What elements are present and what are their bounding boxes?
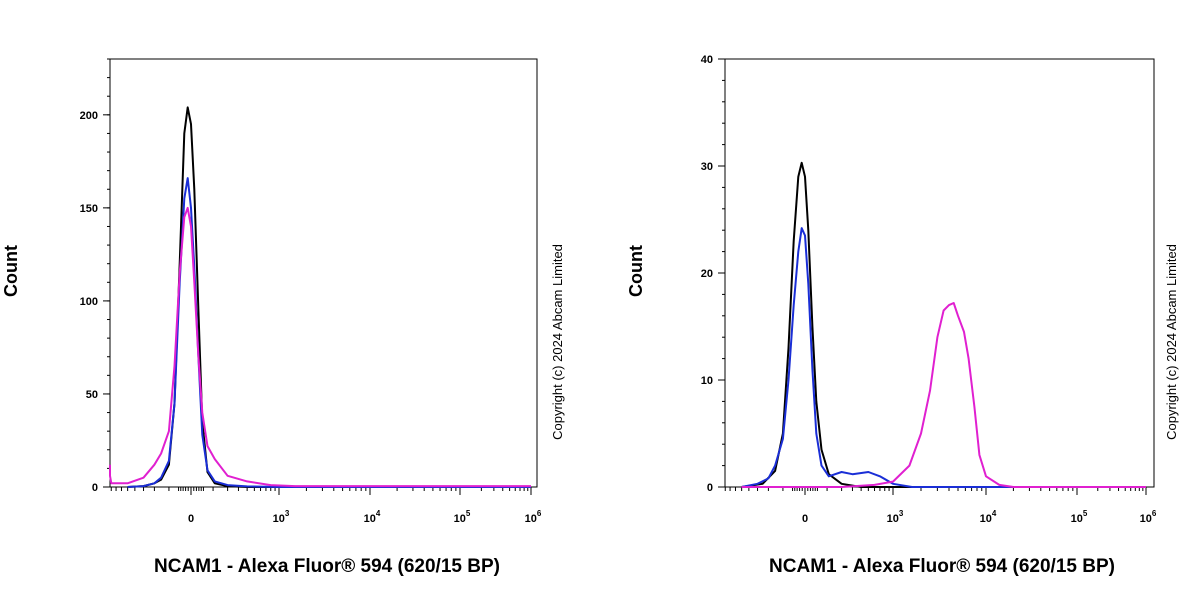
x-axis-label: NCAM1 - Alexa Fluor® 594 (620/15 BP) — [769, 556, 1115, 577]
y-axis-label: Count — [1, 245, 21, 297]
y-tick-label: 50 — [86, 389, 98, 401]
x-tick-label: 105 — [1071, 509, 1088, 525]
copyright-note: Copyright (c) 2024 Abcam Limited — [550, 244, 565, 440]
plot-frame — [109, 58, 538, 488]
y-tick-label: 20 — [701, 268, 713, 280]
histogram-curves — [741, 161, 1146, 488]
x-tick-label: 105 — [454, 509, 471, 525]
histogram-series-magenta — [741, 302, 1146, 488]
histogram-series-black — [741, 161, 1146, 488]
x-tick-label: 103 — [273, 509, 290, 525]
y-tick-label: 0 — [92, 482, 98, 494]
histogram-panel-left: 0 50 100 150 200 0 103 104 105 106 Count NCAM1 -… — [1, 58, 565, 577]
y-tick-label: 200 — [80, 110, 98, 122]
x-tick-label: 106 — [525, 509, 542, 525]
y-tick-label: 0 — [707, 482, 713, 494]
x-tick-label: 106 — [1140, 509, 1157, 525]
x-tick-label: 0 — [188, 513, 194, 525]
y-tick-label: 150 — [80, 203, 98, 215]
histogram-series-black — [127, 106, 531, 488]
y-tick-label: 40 — [701, 54, 713, 66]
histogram-series-blue — [741, 227, 1146, 488]
y-tick-label: 30 — [701, 161, 713, 173]
x-axis-label: NCAM1 - Alexa Fluor® 594 (620/15 BP) — [154, 556, 500, 577]
histogram-curves — [109, 106, 531, 488]
x-tick-label: 104 — [980, 509, 997, 525]
y-axis-ticks: 0 50 100 150 200 — [80, 58, 110, 494]
x-tick-label: 0 — [802, 513, 808, 525]
histogram-panel-right: 0 10 20 30 40 0 103 104 105 106 Count NCAM1 - Al… — [626, 54, 1179, 577]
y-axis-label: Count — [626, 245, 646, 297]
x-tick-label: 103 — [887, 509, 904, 525]
y-axis-ticks: 0 10 20 30 40 — [701, 54, 725, 494]
copyright-note: Copyright (c) 2024 Abcam Limited — [1164, 244, 1179, 440]
histogram-series-magenta — [109, 206, 531, 488]
x-axis-ticks: 0 103 104 105 106 — [724, 487, 1157, 525]
x-tick-label: 104 — [364, 509, 381, 525]
plot-frame — [724, 58, 1155, 488]
y-tick-label: 100 — [80, 296, 98, 308]
y-tick-label: 10 — [701, 375, 713, 387]
histogram-series-blue — [127, 177, 531, 488]
x-axis-ticks: 0 103 104 105 106 — [110, 487, 542, 525]
